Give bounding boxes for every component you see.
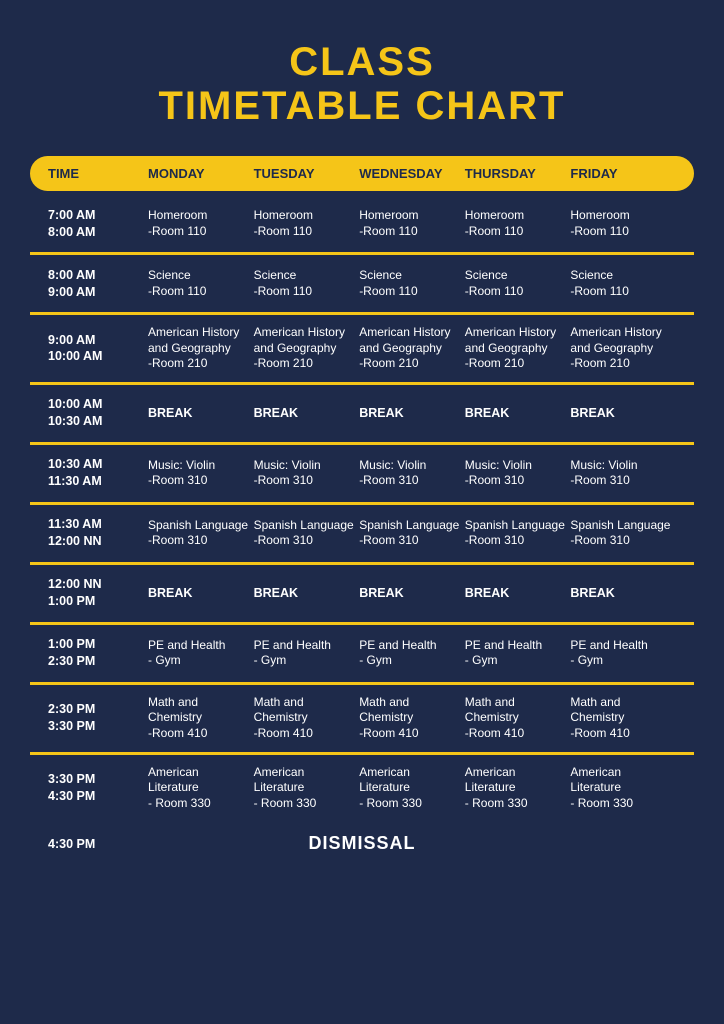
schedule-cell: BREAK (359, 405, 465, 421)
time-cell: 10:30 AM 11:30 AM (48, 456, 148, 490)
timetable: 7:00 AM 8:00 AMHomeroom -Room 110Homeroo… (30, 195, 694, 821)
dismissal-label: DISMISSAL (48, 833, 676, 854)
schedule-cell: Music: Violin -Room 310 (465, 458, 571, 489)
header-friday: FRIDAY (570, 166, 676, 181)
table-row: 12:00 NN 1:00 PMBREAKBREAKBREAKBREAKBREA… (30, 565, 694, 625)
title-line-2: TIMETABLE CHART (30, 84, 694, 128)
schedule-cell: American Literature - Room 330 (465, 765, 571, 812)
schedule-cell: BREAK (465, 585, 571, 601)
header-thursday: THURSDAY (465, 166, 571, 181)
time-cell: 9:00 AM 10:00 AM (48, 332, 148, 366)
schedule-cell: American History and Geography -Room 210 (359, 325, 465, 372)
schedule-cell: American History and Geography -Room 210 (465, 325, 571, 372)
schedule-cell: Music: Violin -Room 310 (148, 458, 254, 489)
schedule-cell: Homeroom -Room 110 (254, 208, 360, 239)
schedule-cell: Science -Room 110 (148, 268, 254, 299)
schedule-cell: Spanish Language -Room 310 (359, 518, 465, 549)
schedule-cell: Science -Room 110 (359, 268, 465, 299)
schedule-cell: BREAK (570, 585, 676, 601)
schedule-cell: Science -Room 110 (254, 268, 360, 299)
schedule-cell: PE and Health - Gym (148, 638, 254, 669)
table-row: 3:30 PM 4:30 PMAmerican Literature - Roo… (30, 755, 694, 822)
schedule-cell: Spanish Language -Room 310 (148, 518, 254, 549)
schedule-cell: PE and Health - Gym (254, 638, 360, 669)
schedule-cell: Spanish Language -Room 310 (570, 518, 676, 549)
title-line-1: CLASS (30, 40, 694, 84)
dismissal-row: 4:30 PM DISMISSAL (30, 821, 694, 854)
schedule-cell: PE and Health - Gym (570, 638, 676, 669)
schedule-cell: Math and Chemistry -Room 410 (254, 695, 360, 742)
schedule-cell: Math and Chemistry -Room 410 (465, 695, 571, 742)
time-cell: 1:00 PM 2:30 PM (48, 636, 148, 670)
schedule-cell: American History and Geography -Room 210 (148, 325, 254, 372)
schedule-cell: Science -Room 110 (570, 268, 676, 299)
schedule-cell: PE and Health - Gym (465, 638, 571, 669)
schedule-cell: American Literature - Room 330 (359, 765, 465, 812)
table-row: 10:00 AM 10:30 AMBREAKBREAKBREAKBREAKBRE… (30, 385, 694, 445)
schedule-cell: Homeroom -Room 110 (570, 208, 676, 239)
page-title: CLASS TIMETABLE CHART (30, 40, 694, 128)
table-row: 8:00 AM 9:00 AMScience -Room 110Science … (30, 255, 694, 315)
time-cell: 8:00 AM 9:00 AM (48, 267, 148, 301)
header-time: TIME (48, 166, 148, 181)
time-cell: 7:00 AM 8:00 AM (48, 207, 148, 241)
schedule-cell: BREAK (465, 405, 571, 421)
table-header: TIME MONDAY TUESDAY WEDNESDAY THURSDAY F… (30, 156, 694, 191)
table-row: 2:30 PM 3:30 PMMath and Chemistry -Room … (30, 685, 694, 755)
schedule-cell: BREAK (148, 585, 254, 601)
table-row: 11:30 AM 12:00 NNSpanish Language -Room … (30, 505, 694, 565)
table-row: 1:00 PM 2:30 PMPE and Health - GymPE and… (30, 625, 694, 685)
schedule-cell: Math and Chemistry -Room 410 (148, 695, 254, 742)
schedule-cell: American Literature - Room 330 (254, 765, 360, 812)
schedule-cell: Homeroom -Room 110 (148, 208, 254, 239)
time-cell: 11:30 AM 12:00 NN (48, 516, 148, 550)
table-row: 9:00 AM 10:00 AMAmerican History and Geo… (30, 315, 694, 385)
schedule-cell: BREAK (254, 405, 360, 421)
time-cell: 10:00 AM 10:30 AM (48, 396, 148, 430)
schedule-cell: Math and Chemistry -Room 410 (359, 695, 465, 742)
schedule-cell: American Literature - Room 330 (570, 765, 676, 812)
time-cell: 12:00 NN 1:00 PM (48, 576, 148, 610)
schedule-cell: American History and Geography -Room 210 (570, 325, 676, 372)
schedule-cell: American Literature - Room 330 (148, 765, 254, 812)
schedule-cell: Spanish Language -Room 310 (254, 518, 360, 549)
header-wednesday: WEDNESDAY (359, 166, 465, 181)
time-cell: 3:30 PM 4:30 PM (48, 771, 148, 805)
table-row: 7:00 AM 8:00 AMHomeroom -Room 110Homeroo… (30, 195, 694, 255)
schedule-cell: Music: Violin -Room 310 (570, 458, 676, 489)
schedule-cell: Music: Violin -Room 310 (359, 458, 465, 489)
schedule-cell: BREAK (359, 585, 465, 601)
schedule-cell: American History and Geography -Room 210 (254, 325, 360, 372)
schedule-cell: BREAK (570, 405, 676, 421)
schedule-cell: Music: Violin -Room 310 (254, 458, 360, 489)
schedule-cell: Homeroom -Room 110 (465, 208, 571, 239)
schedule-cell: PE and Health - Gym (359, 638, 465, 669)
header-monday: MONDAY (148, 166, 254, 181)
table-row: 10:30 AM 11:30 AMMusic: Violin -Room 310… (30, 445, 694, 505)
schedule-cell: BREAK (148, 405, 254, 421)
schedule-cell: Science -Room 110 (465, 268, 571, 299)
schedule-cell: Spanish Language -Room 310 (465, 518, 571, 549)
header-tuesday: TUESDAY (254, 166, 360, 181)
time-cell: 2:30 PM 3:30 PM (48, 701, 148, 735)
schedule-cell: Homeroom -Room 110 (359, 208, 465, 239)
schedule-cell: BREAK (254, 585, 360, 601)
schedule-cell: Math and Chemistry -Room 410 (570, 695, 676, 742)
